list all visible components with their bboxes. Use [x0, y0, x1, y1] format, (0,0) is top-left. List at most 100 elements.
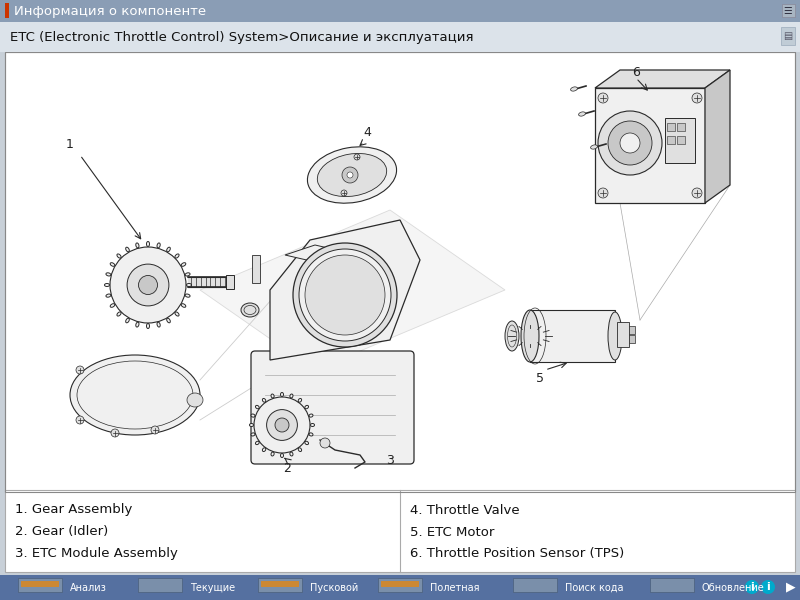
Text: 5: 5	[536, 371, 544, 385]
Circle shape	[151, 426, 159, 434]
Circle shape	[266, 410, 298, 440]
Ellipse shape	[521, 310, 539, 362]
Ellipse shape	[298, 398, 302, 402]
Ellipse shape	[281, 454, 283, 457]
Ellipse shape	[106, 273, 111, 276]
Ellipse shape	[310, 424, 314, 427]
Circle shape	[342, 167, 358, 183]
Circle shape	[598, 111, 662, 175]
Ellipse shape	[290, 452, 293, 456]
Text: 2. Gear (Idler): 2. Gear (Idler)	[15, 526, 108, 539]
Text: Анализ: Анализ	[70, 583, 107, 593]
Text: 6. Throttle Position Sensor (TPS): 6. Throttle Position Sensor (TPS)	[410, 547, 624, 560]
Ellipse shape	[309, 433, 313, 436]
Ellipse shape	[251, 414, 255, 417]
Ellipse shape	[166, 247, 170, 252]
Bar	[665, 118, 695, 163]
Circle shape	[598, 188, 608, 198]
Polygon shape	[705, 70, 730, 203]
Bar	[677, 123, 685, 131]
Text: 3: 3	[386, 454, 394, 467]
Bar	[258, 578, 302, 592]
Ellipse shape	[126, 247, 130, 252]
Ellipse shape	[187, 393, 203, 407]
Bar	[5, 52, 795, 492]
Ellipse shape	[117, 254, 121, 258]
FancyBboxPatch shape	[251, 351, 414, 464]
Bar	[530, 310, 615, 362]
Text: ☰: ☰	[784, 5, 792, 16]
Ellipse shape	[185, 294, 190, 297]
Bar	[595, 88, 705, 203]
Bar	[513, 578, 557, 592]
Ellipse shape	[307, 147, 397, 203]
Circle shape	[305, 255, 385, 335]
Text: 4: 4	[363, 127, 371, 139]
Bar	[5, 52, 795, 492]
Ellipse shape	[157, 322, 160, 327]
Circle shape	[354, 154, 360, 160]
Ellipse shape	[318, 154, 386, 197]
Bar	[261, 581, 299, 587]
Text: ▤: ▤	[783, 31, 793, 41]
Ellipse shape	[305, 406, 309, 409]
Ellipse shape	[105, 283, 110, 286]
Circle shape	[76, 366, 84, 374]
Bar	[0, 0, 800, 22]
Ellipse shape	[106, 294, 111, 297]
Circle shape	[138, 275, 158, 295]
Circle shape	[275, 418, 289, 432]
Ellipse shape	[250, 424, 254, 427]
Circle shape	[111, 429, 119, 437]
Ellipse shape	[166, 318, 170, 323]
Polygon shape	[270, 220, 420, 360]
Circle shape	[692, 188, 702, 198]
Bar	[617, 322, 629, 347]
Text: ETC (Electronic Throttle Control) System>Описание и эксплуатация: ETC (Electronic Throttle Control) System…	[10, 31, 474, 43]
Ellipse shape	[110, 263, 114, 266]
Bar	[516, 581, 554, 587]
Bar	[629, 335, 635, 343]
Bar	[0, 22, 800, 52]
Ellipse shape	[110, 304, 114, 307]
Polygon shape	[200, 210, 505, 370]
Ellipse shape	[505, 321, 519, 351]
Circle shape	[293, 243, 397, 347]
Circle shape	[608, 121, 652, 165]
Text: 6: 6	[632, 67, 640, 79]
Bar	[677, 136, 685, 144]
Ellipse shape	[182, 263, 186, 266]
Ellipse shape	[290, 394, 293, 398]
Ellipse shape	[309, 414, 313, 417]
Circle shape	[254, 397, 310, 453]
Bar	[650, 578, 694, 592]
Text: Пусковой: Пусковой	[310, 583, 358, 593]
Text: 4. Throttle Valve: 4. Throttle Valve	[410, 503, 520, 517]
Ellipse shape	[281, 392, 283, 397]
Circle shape	[598, 93, 608, 103]
Ellipse shape	[271, 394, 274, 398]
Bar	[629, 326, 635, 334]
Ellipse shape	[70, 355, 200, 435]
Ellipse shape	[157, 243, 160, 248]
Ellipse shape	[262, 448, 266, 452]
Text: Текущие: Текущие	[190, 583, 235, 593]
Bar	[782, 4, 795, 17]
Bar	[667, 136, 675, 144]
Circle shape	[745, 580, 759, 594]
Bar	[252, 255, 260, 283]
Circle shape	[299, 249, 391, 341]
Circle shape	[320, 438, 330, 448]
Ellipse shape	[136, 322, 139, 327]
Text: Полетная: Полетная	[430, 583, 479, 593]
Bar	[381, 581, 419, 587]
Circle shape	[620, 133, 640, 153]
Bar	[378, 578, 422, 592]
Circle shape	[110, 247, 186, 323]
Bar	[138, 578, 182, 592]
Ellipse shape	[117, 312, 121, 316]
Ellipse shape	[136, 243, 139, 248]
Text: 5. ETC Motor: 5. ETC Motor	[410, 526, 494, 539]
Text: 1. Gear Assembly: 1. Gear Assembly	[15, 503, 132, 517]
Text: ▶: ▶	[786, 581, 796, 593]
